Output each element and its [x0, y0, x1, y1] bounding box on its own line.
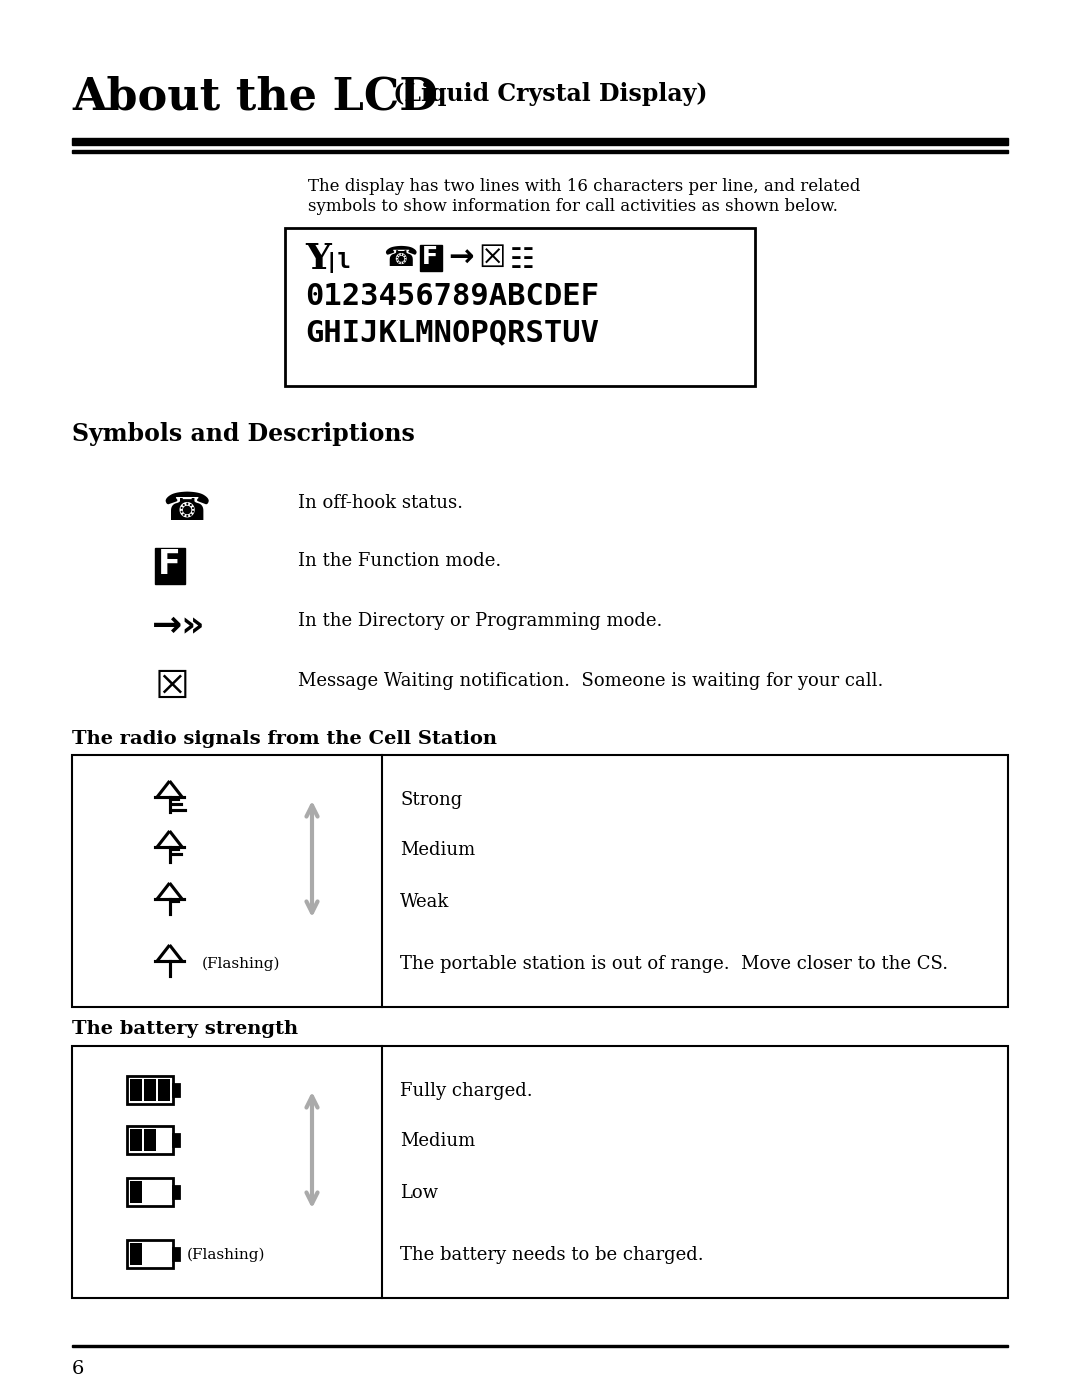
Text: Medium: Medium — [400, 841, 475, 859]
Bar — [127, 1241, 173, 1268]
Bar — [156, 548, 185, 584]
Text: In the Directory or Programming mode.: In the Directory or Programming mode. — [298, 612, 662, 630]
Bar — [127, 1076, 173, 1104]
Text: Message Waiting notification.  Someone is waiting for your call.: Message Waiting notification. Someone is… — [298, 672, 883, 690]
Text: Strong: Strong — [400, 791, 462, 809]
Bar — [173, 1084, 179, 1097]
Text: |l: |l — [325, 251, 352, 272]
Bar — [127, 1178, 173, 1206]
Text: ☷: ☷ — [510, 246, 535, 274]
Text: In off-hook status.: In off-hook status. — [298, 495, 463, 511]
Bar — [130, 1180, 141, 1203]
Bar — [72, 1345, 1008, 1347]
Bar — [285, 228, 755, 386]
Text: ☒: ☒ — [156, 668, 190, 705]
Text: GHIJKLMNOPQRSTUV: GHIJKLMNOPQRSTUV — [305, 319, 599, 346]
Bar — [173, 1186, 179, 1199]
Bar — [420, 244, 442, 271]
Text: →»: →» — [152, 608, 205, 643]
Text: Low: Low — [400, 1185, 438, 1201]
Text: Y: Y — [305, 242, 330, 277]
Bar — [144, 1129, 156, 1151]
Text: →: → — [448, 244, 473, 272]
Text: The battery strength: The battery strength — [72, 1020, 298, 1038]
Text: ☎: ☎ — [162, 490, 211, 528]
Text: The display has two lines with 16 characters per line, and related: The display has two lines with 16 charac… — [308, 177, 861, 196]
Text: Fully charged.: Fully charged. — [400, 1083, 532, 1099]
Bar — [72, 1046, 1008, 1298]
Bar — [127, 1126, 173, 1154]
Text: The battery needs to be charged.: The battery needs to be charged. — [400, 1246, 704, 1264]
Bar — [158, 1078, 170, 1101]
Text: (Liquid Crystal Display): (Liquid Crystal Display) — [384, 82, 707, 106]
Text: The radio signals from the Cell Station: The radio signals from the Cell Station — [72, 731, 497, 747]
Bar — [72, 138, 1008, 145]
Text: F: F — [158, 548, 180, 581]
Bar — [130, 1243, 141, 1266]
Text: In the Function mode.: In the Function mode. — [298, 552, 501, 570]
Bar — [72, 754, 1008, 1007]
Bar — [130, 1078, 141, 1101]
Bar — [72, 149, 1008, 154]
Text: Weak: Weak — [400, 893, 449, 911]
Text: The portable station is out of range.  Move closer to the CS.: The portable station is out of range. Mo… — [400, 956, 948, 972]
Text: Medium: Medium — [400, 1132, 475, 1150]
Text: ☎: ☎ — [383, 244, 418, 272]
Bar — [144, 1078, 156, 1101]
Bar — [130, 1129, 141, 1151]
Text: (Flashing): (Flashing) — [202, 957, 281, 971]
Text: Symbols and Descriptions: Symbols and Descriptions — [72, 422, 415, 446]
Text: 6: 6 — [72, 1361, 84, 1377]
Text: symbols to show information for call activities as shown below.: symbols to show information for call act… — [308, 198, 838, 215]
Bar — [173, 1248, 179, 1260]
Text: F: F — [422, 244, 438, 270]
Text: About the LCD: About the LCD — [72, 75, 437, 117]
Text: (Flashing): (Flashing) — [187, 1248, 266, 1263]
Text: 0123456789ABCDEF: 0123456789ABCDEF — [305, 282, 599, 312]
Text: ☒: ☒ — [478, 244, 505, 272]
Bar — [173, 1134, 179, 1147]
